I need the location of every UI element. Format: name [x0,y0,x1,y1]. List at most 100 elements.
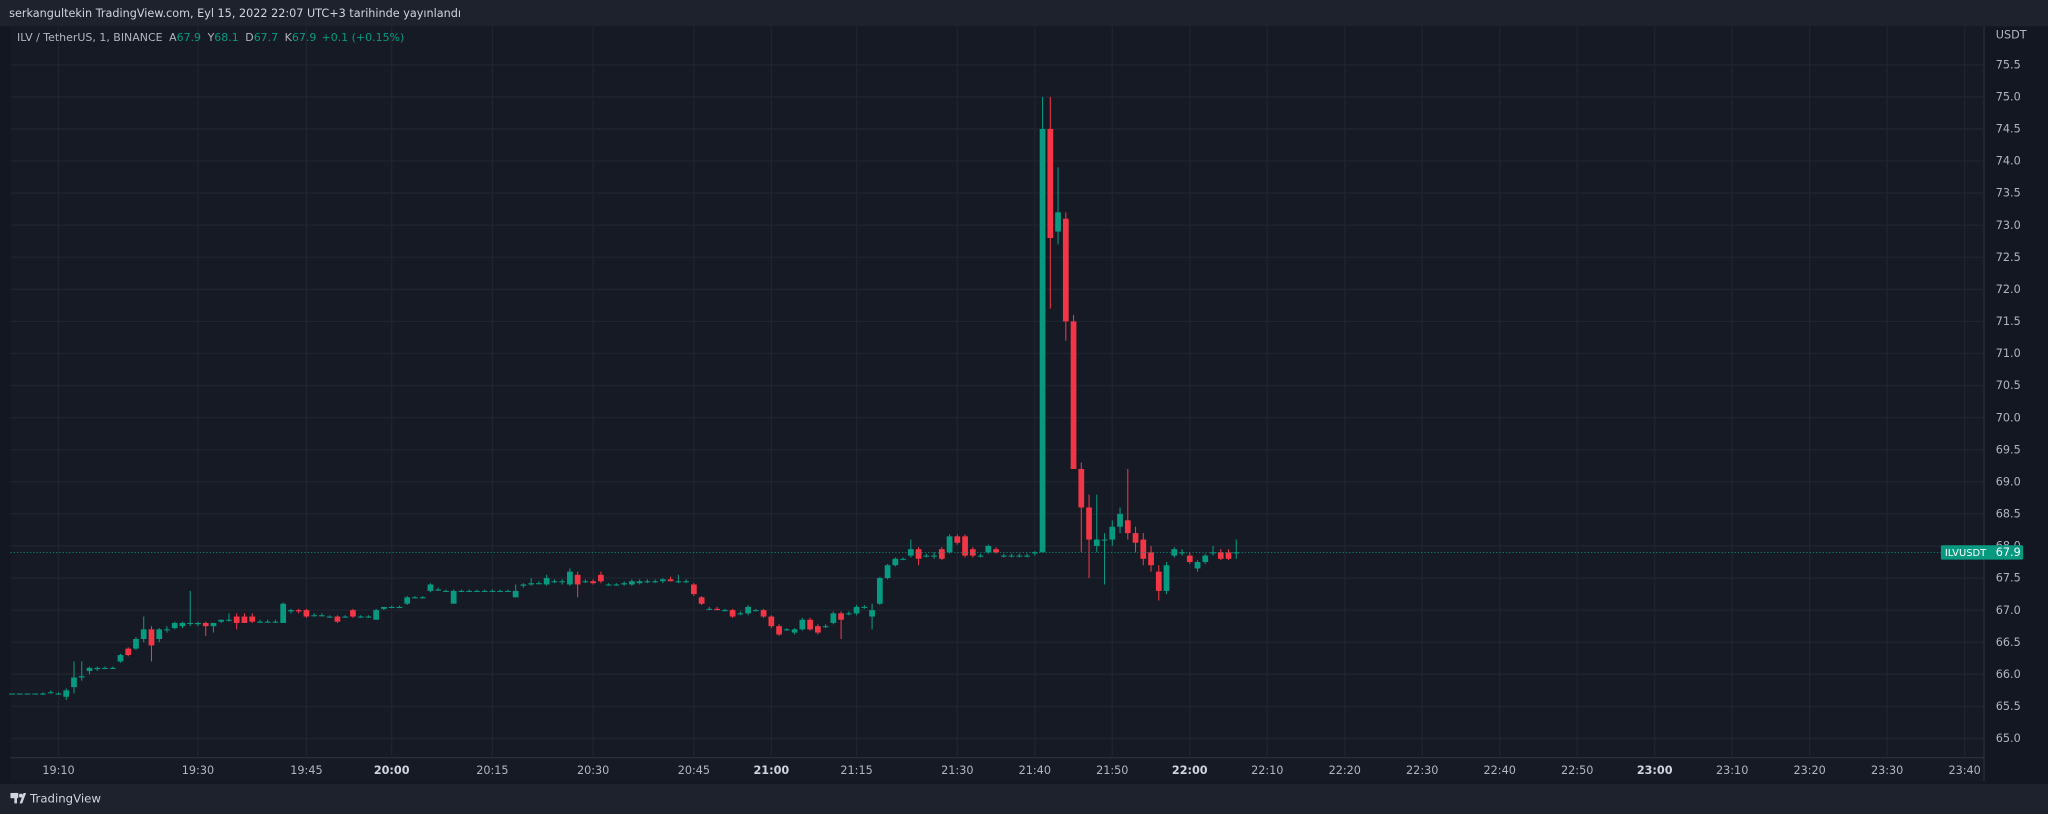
candle-body [768,616,775,627]
candle-body [884,565,891,579]
candle-body [776,626,782,635]
candle-body [381,606,387,609]
last-price-badge [1940,545,2024,560]
x-tick-label: 19:30 [182,764,214,777]
candle-body [706,608,713,610]
y-tick-label: 66.5 [1996,636,2021,649]
footer-brand: TradingView [29,791,101,805]
candle-body [218,619,225,622]
candle-body [1070,321,1077,469]
candle-body [954,536,961,543]
candle-body [1194,562,1201,569]
x-tick-label: 20:00 [374,764,410,777]
candle-body [78,676,85,678]
y-tick-label: 65.0 [1996,732,2021,745]
legend-value: 67.9 [292,31,316,44]
candle-body [1140,539,1147,559]
y-tick-label: 71.5 [1996,315,2021,328]
x-tick-label: 22:40 [1484,764,1516,777]
candle-body [71,677,77,688]
candle-body [613,584,620,586]
candle-body [419,597,426,599]
candle-body [86,667,93,672]
candle-body [512,590,519,598]
candle-body [551,581,558,583]
candle-body [1055,212,1061,232]
candle-body [1233,552,1240,554]
candle-body [536,583,542,585]
tradingview-logo [10,792,27,804]
candle-body [962,536,968,556]
candle-body [977,555,984,557]
candle-body [993,549,999,553]
x-tick-label: 21:30 [941,764,973,777]
candle-body [24,693,31,695]
candle-body [164,629,170,631]
candle-body [1186,555,1193,563]
candle-body [1016,555,1023,557]
candle-body [752,610,759,612]
legend-key: K [285,31,293,44]
candle-body [946,536,953,553]
candle-body [737,613,744,615]
candle-body [1155,571,1162,591]
legend: ILV / TetherUS, 1, BINANCE A67.9 Y68.1 D67.… [17,31,404,44]
candle-body [350,610,356,617]
x-tick-label: 22:30 [1406,764,1438,777]
candle-body [458,590,465,592]
x-tick-label: 21:00 [753,764,789,777]
candle-body [923,555,930,557]
x-tick-label: 22:50 [1561,764,1593,777]
candle-body [698,597,705,604]
last-price-value: 67.9 [1996,546,2021,559]
candle-body [1217,552,1224,559]
candle-body [102,667,108,669]
y-tick-label: 75.0 [1996,90,2021,103]
y-tick-label: 69.0 [1996,475,2021,488]
y-tick-label: 68.5 [1996,508,2021,521]
x-tick-label: 23:30 [1871,764,1903,777]
candle-body [1093,539,1100,546]
candle-body [869,610,875,617]
candle-body [814,626,821,633]
legend-symbol: ILV / TetherUS, 1, BINANCE [17,31,163,44]
x-tick-label: 19:10 [42,764,74,777]
candle-body [853,606,860,614]
candle-body [156,629,163,639]
y-tick-label: 71.0 [1996,347,2021,360]
candle-body [474,590,480,592]
candle-body [334,616,341,622]
candle-body [1109,526,1116,540]
candle-body [667,579,674,582]
candle-body [1031,552,1038,554]
candle-body [396,606,403,608]
candle-body [876,578,883,604]
y-tick-label: 67.5 [1996,572,2021,585]
x-tick-label: 22:00 [1172,764,1208,777]
y-tick-label: 72.5 [1996,251,2021,264]
candle-body [1024,555,1030,557]
y-tick-label: 75.5 [1996,58,2021,71]
candle-body [1047,128,1054,238]
candle-body [435,589,442,591]
y-tick-label: 73.5 [1996,187,2021,200]
candle-body [427,584,434,591]
candle-body [450,590,457,604]
candle-body [721,610,728,612]
candle-body [202,622,209,627]
candle-body [125,648,132,656]
candle-body [799,619,806,630]
candle-body [481,590,488,592]
candle-body [233,616,240,623]
candle-body [1179,552,1185,554]
candle-body [838,613,844,620]
candle-body [171,622,178,629]
candle-body [985,545,992,553]
candle-body [443,590,449,592]
x-tick-label: 21:15 [840,764,872,777]
candle-body [1101,539,1108,541]
candle-body [745,606,751,614]
candle-body [791,629,798,633]
